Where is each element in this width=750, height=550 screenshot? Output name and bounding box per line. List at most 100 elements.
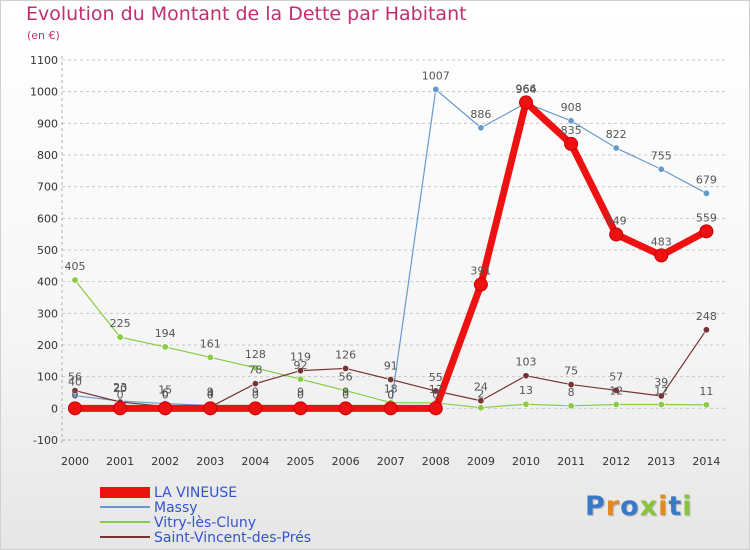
data-label: 11 [699, 385, 713, 398]
data-point [342, 364, 350, 372]
data-label: 56 [339, 371, 353, 384]
data-label: 12 [609, 385, 623, 398]
data-label: 0 [162, 388, 169, 401]
data-point [203, 401, 218, 416]
data-point [519, 95, 533, 110]
data-label: 39 [654, 376, 668, 389]
data-label: 75 [564, 365, 578, 378]
data-label: 2 [477, 388, 484, 401]
y-tick-label: 900 [37, 117, 58, 130]
data-point [251, 380, 259, 388]
data-point [206, 353, 214, 361]
data-label: 0 [207, 388, 214, 401]
chart-title: Evolution du Montant de la Dette par Hab… [26, 3, 467, 25]
data-point [702, 326, 710, 334]
y-tick-label: 100 [37, 371, 58, 384]
data-point [609, 227, 624, 242]
data-label: 161 [200, 337, 221, 350]
x-tick-label: 2004 [241, 455, 269, 468]
data-label: 9 [342, 385, 349, 398]
data-point [477, 397, 485, 405]
data-label: 12 [654, 385, 668, 398]
data-point [71, 387, 79, 395]
data-label: 6 [162, 386, 169, 399]
data-label: 0 [297, 388, 304, 401]
data-point [654, 248, 669, 263]
y-tick-label: 600 [37, 212, 58, 225]
data-label: 0 [252, 388, 259, 401]
data-point [567, 381, 575, 389]
x-tick-label: 2013 [647, 455, 675, 468]
data-label: 0 [387, 388, 394, 401]
legend-label: Vitry-lès-Cluny [154, 515, 256, 531]
data-label: 679 [696, 173, 717, 186]
data-point [612, 386, 620, 394]
y-tick-label: 700 [37, 181, 58, 194]
data-label: 755 [651, 149, 672, 162]
data-point [432, 85, 440, 93]
data-label: 0 [387, 388, 394, 401]
data-label: 119 [290, 351, 311, 364]
data-label: 822 [606, 128, 627, 141]
data-point [342, 387, 350, 395]
data-label: 835 [561, 124, 582, 137]
data-label: 57 [609, 370, 623, 383]
data-point [564, 136, 579, 151]
y-tick-label: 1000 [30, 86, 58, 99]
x-tick-label: 2012 [602, 455, 630, 468]
data-point [296, 367, 304, 375]
data-point [161, 343, 169, 351]
x-tick-label: 2001 [106, 455, 134, 468]
y-tick-label: 1100 [30, 54, 58, 67]
data-label: 103 [516, 356, 537, 369]
data-point [293, 401, 308, 416]
y-tick-label: 500 [37, 244, 58, 257]
data-label: 91 [384, 360, 398, 373]
data-point [296, 375, 304, 383]
data-label: 24 [474, 381, 488, 394]
y-tick-label: 800 [37, 149, 58, 162]
data-label: 225 [110, 317, 131, 330]
data-label: 15 [158, 384, 172, 397]
data-point [702, 401, 710, 409]
x-tick-label: 2006 [332, 455, 360, 468]
x-tick-label: 2005 [287, 455, 315, 468]
data-point [71, 276, 79, 284]
data-point [522, 400, 530, 408]
data-label: 128 [245, 348, 266, 361]
data-label: 248 [696, 310, 717, 323]
data-label: 20 [113, 382, 127, 395]
y-tick-label: 0 [51, 402, 58, 415]
data-point [428, 401, 443, 416]
x-tick-label: 2008 [422, 455, 450, 468]
data-label: 8 [568, 386, 575, 399]
y-tick-label: 400 [37, 276, 58, 289]
data-point [522, 372, 530, 380]
data-point [383, 401, 398, 416]
data-label: 9 [297, 385, 304, 398]
y-tick-label: -100 [33, 434, 58, 447]
y-tick-label: 300 [37, 307, 58, 320]
data-point [387, 376, 395, 384]
data-point [68, 401, 82, 416]
data-point [477, 124, 485, 132]
data-label: 17 [429, 383, 443, 396]
data-label: 559 [696, 211, 717, 224]
data-label: 4 [207, 387, 214, 400]
data-point [612, 401, 620, 409]
data-point [251, 364, 259, 372]
data-point [477, 404, 485, 412]
data-label: 886 [470, 108, 491, 121]
data-point [116, 333, 124, 341]
legend-swatch [100, 487, 150, 498]
axis-layer: -100010020030040050060070080090010001100… [30, 54, 728, 468]
data-label: 194 [155, 327, 176, 340]
data-label: 964 [516, 83, 537, 96]
data-label: 966 [516, 82, 537, 95]
data-point [699, 224, 714, 239]
data-label: 23 [113, 381, 127, 394]
data-label: 0 [432, 388, 439, 401]
data-point [338, 401, 353, 416]
